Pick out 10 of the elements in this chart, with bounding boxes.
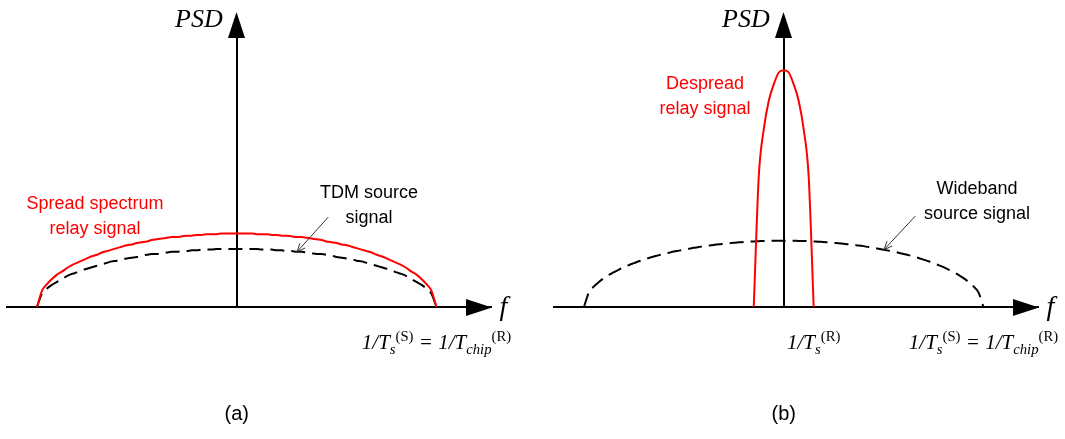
series-label: Despread relay signal [659, 72, 751, 118]
x-axis-title: f [499, 290, 511, 322]
series-label: Spread spectrum relay signal [26, 192, 164, 238]
series-label: TDM source signal [319, 181, 419, 227]
text: (b) [771, 401, 796, 424]
series-label: Wideband source signal [923, 177, 1031, 223]
x-axis-title: f [1046, 290, 1058, 322]
y-axis-title: PSD [721, 3, 770, 33]
y-axis-title: PSD [174, 3, 223, 33]
text: (a) [224, 401, 249, 424]
